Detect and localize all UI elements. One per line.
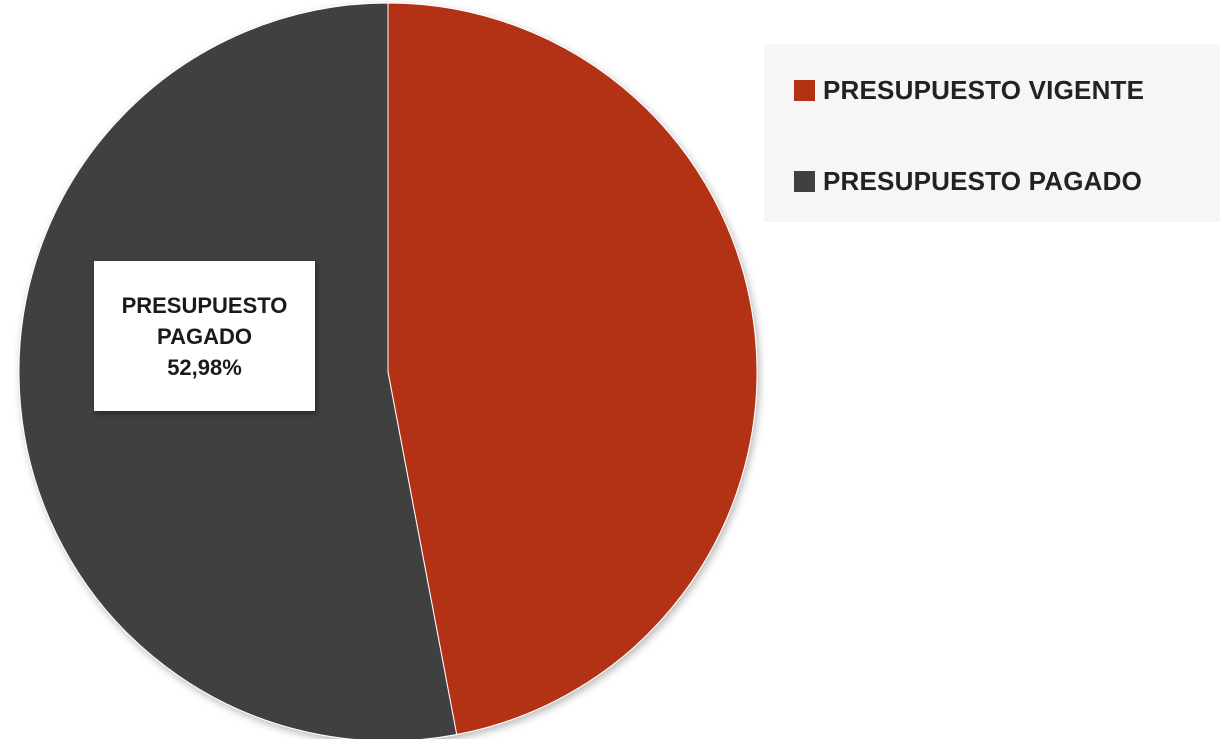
data-label-line-2: PAGADO	[157, 323, 252, 349]
data-label-line-1: PRESUPUESTO	[121, 292, 288, 318]
legend-swatch-presupuesto-pagado	[794, 171, 815, 192]
legend: PRESUPUESTO VIGENTE PRESUPUESTO PAGADO	[764, 44, 1220, 222]
legend-label-presupuesto-pagado: PRESUPUESTO PAGADO	[823, 166, 1143, 196]
pie-slice-presupuesto-vigente	[387, 2, 758, 736]
legend-item-presupuesto-pagado: PRESUPUESTO PAGADO	[794, 165, 1220, 198]
data-label-value: 52,98%	[167, 354, 242, 380]
legend-swatch-presupuesto-vigente	[794, 80, 815, 101]
legend-label-presupuesto-vigente: PRESUPUESTO VIGENTE	[823, 75, 1145, 105]
legend-item-presupuesto-vigente: PRESUPUESTO VIGENTE	[794, 74, 1220, 107]
data-label-presupuesto-pagado: PRESUPUESTO PAGADO 52,98%	[94, 261, 315, 411]
